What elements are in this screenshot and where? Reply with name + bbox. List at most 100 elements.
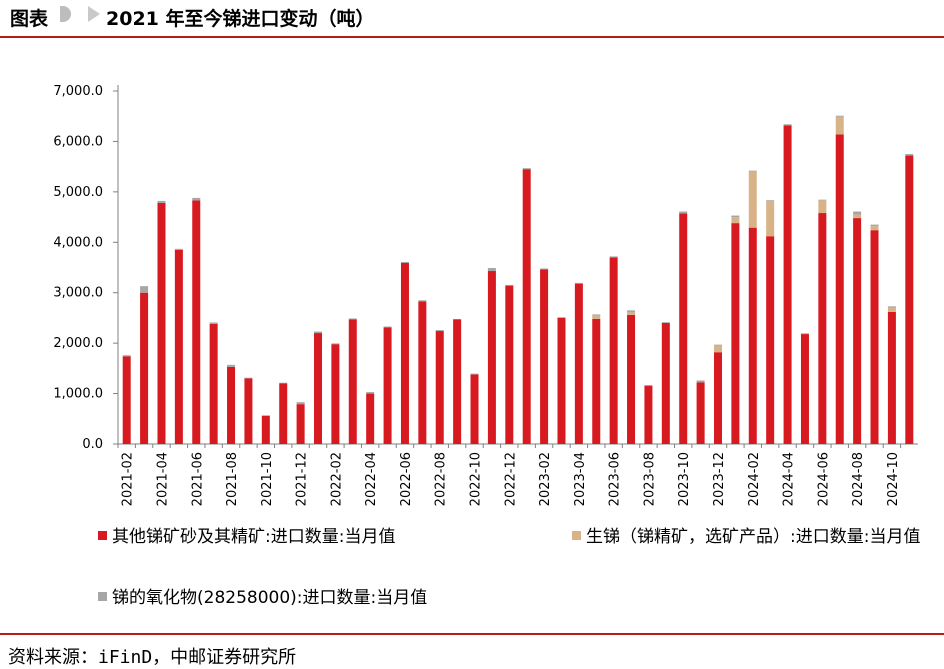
- bar-series-3: [905, 154, 914, 156]
- bar-series-3: [174, 248, 183, 250]
- bar-series-3: [505, 284, 514, 286]
- legend-item-series-3: 锑的氧化物(28258000):进口数量:当月值: [98, 583, 427, 608]
- y-tick-label: 1,000.0: [53, 387, 103, 402]
- bar-series-3: [279, 382, 288, 384]
- bar-series-1: [905, 155, 914, 445]
- y-tick-label: 4,000.0: [53, 235, 103, 250]
- bar-series-3: [157, 200, 166, 203]
- bar-series-2: [627, 312, 636, 315]
- bar-series-1: [122, 356, 131, 444]
- bar-series-1: [192, 200, 201, 444]
- bar-series-3: [661, 322, 670, 323]
- x-tick-label: 2022-10: [469, 452, 484, 506]
- bottom-rule: [0, 633, 944, 635]
- bar-series-1: [696, 382, 705, 444]
- top-rule: [0, 36, 944, 38]
- legend-swatch-series-3: [98, 592, 107, 601]
- bar-series-1: [679, 213, 688, 444]
- bar-series-1: [627, 314, 636, 444]
- bar-series-3: [766, 200, 775, 201]
- bar-series-1: [748, 227, 757, 444]
- y-tick-label: 0.0: [82, 437, 103, 452]
- half-circle-icon: [60, 6, 71, 22]
- bar-series-1: [870, 230, 879, 444]
- bar-series-2: [818, 200, 827, 214]
- x-tick-label: 2023-08: [642, 452, 657, 506]
- bar-series-1: [887, 311, 896, 444]
- bar-series-1: [487, 271, 496, 444]
- legend-swatch-series-1: [98, 531, 107, 540]
- bar-series-3: [696, 380, 705, 383]
- bar-series-1: [435, 331, 444, 444]
- legend-label-series-3: 锑的氧化物(28258000):进口数量:当月值: [112, 588, 428, 608]
- bar-series-3: [227, 364, 236, 367]
- bar-series-3: [800, 333, 809, 335]
- x-tick-label: 2021-04: [155, 452, 170, 506]
- bar-series-1: [418, 301, 427, 444]
- bar-series-3: [870, 224, 879, 227]
- y-tick-label: 5,000.0: [53, 185, 103, 200]
- bar-series-2: [835, 116, 844, 135]
- bar-series-1: [314, 333, 322, 444]
- figure-header: 图表 2021 年至今锑进口变动（吨）: [0, 0, 944, 36]
- bar-series-1: [818, 213, 827, 444]
- x-tick-label: 2021-02: [121, 452, 136, 506]
- bar-series-1: [609, 257, 618, 444]
- x-tick-label: 2024-06: [816, 452, 831, 506]
- x-tick-label: 2021-08: [225, 452, 240, 506]
- bar-series-1: [140, 292, 149, 444]
- x-tick-label: 2024-08: [851, 452, 866, 506]
- x-tick-label: 2021-12: [295, 452, 310, 506]
- bar-series-3: [418, 300, 427, 302]
- bar-series-1: [522, 169, 531, 444]
- x-tick-label: 2023-02: [538, 452, 553, 506]
- bar-series-3: [192, 197, 201, 201]
- x-tick-label: 2023-06: [608, 452, 623, 506]
- bar-series-3: [314, 331, 322, 334]
- bar-series-3: [818, 199, 827, 201]
- bar-series-3: [470, 373, 479, 375]
- bar-series-1: [348, 319, 357, 444]
- bar-series-1: [714, 352, 722, 444]
- bar-series-3: [609, 256, 618, 258]
- source-note: 资料来源：iFinD，中邮证券研究所: [8, 647, 297, 668]
- x-tick-label: 2022-02: [329, 452, 344, 506]
- bar-series-1: [731, 223, 740, 444]
- bar-series-3: [748, 170, 757, 172]
- bar-series-3: [540, 268, 549, 270]
- figure-label: 图表: [10, 8, 49, 30]
- bar-series-3: [244, 377, 253, 379]
- bar-series-2: [853, 214, 862, 219]
- bar-series-3: [574, 282, 583, 284]
- bar-series-3: [644, 385, 653, 387]
- bar-series-2: [766, 200, 775, 237]
- x-tick-label: 2021-06: [190, 452, 205, 506]
- bar-series-3: [783, 124, 792, 126]
- bar-series-2: [870, 226, 879, 231]
- x-tick-label: 2024-04: [782, 452, 797, 506]
- bar-series-3: [627, 310, 636, 313]
- figure-title: 2021 年至今锑进口变动（吨）: [106, 8, 375, 30]
- y-tick-label: 7,000.0: [53, 84, 103, 99]
- bar-series-1: [244, 378, 253, 444]
- bar-series-3: [679, 211, 688, 214]
- bar-series-2: [592, 315, 601, 319]
- bar-series-3: [835, 115, 844, 117]
- bar-series-3: [487, 268, 496, 272]
- bar-series-3: [366, 392, 375, 394]
- x-tick-label: 2024-10: [886, 452, 901, 506]
- bar-series-1: [853, 218, 862, 444]
- bar-series-3: [122, 355, 131, 357]
- bar-series-1: [366, 393, 375, 444]
- triangle-icon: [88, 6, 100, 22]
- bar-series-3: [887, 306, 896, 308]
- bar-series-1: [470, 374, 479, 444]
- bar-series-1: [296, 404, 305, 444]
- bar-series-1: [400, 262, 409, 444]
- legend-item-series-1: 其他锑矿砂及其精矿:进口数量:当月值: [98, 522, 395, 547]
- y-tick-label: 2,000.0: [53, 336, 103, 351]
- legend-item-series-2: 生锑（锑精矿，选矿产品）:进口数量:当月值: [572, 522, 920, 547]
- bar-series-1: [800, 334, 809, 444]
- x-tick-label: 2023-04: [573, 452, 588, 506]
- bar-series-1: [174, 249, 183, 444]
